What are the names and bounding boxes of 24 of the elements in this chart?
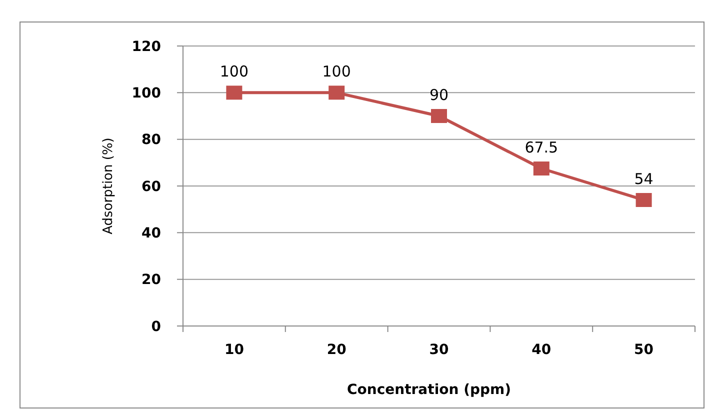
x-tick-label: 30 bbox=[429, 342, 449, 358]
y-tick-label: 40 bbox=[142, 226, 162, 242]
x-tick-label: 20 bbox=[326, 342, 347, 358]
y-tick-label: 120 bbox=[132, 38, 162, 55]
data-label: 100 bbox=[220, 62, 249, 81]
y-tick-label: 20 bbox=[142, 272, 162, 288]
data-label: 54 bbox=[634, 170, 654, 188]
data-label: 100 bbox=[322, 62, 351, 81]
point bbox=[636, 193, 652, 207]
y-axis-title: Adsorption (%) bbox=[101, 138, 116, 234]
x-tick-label: 40 bbox=[532, 342, 552, 358]
x-tick-label: 10 bbox=[224, 342, 244, 358]
y-tick-label: 80 bbox=[142, 132, 162, 148]
point bbox=[431, 109, 447, 123]
y-tick-label: 60 bbox=[142, 178, 162, 195]
x-tick-label: 50 bbox=[634, 342, 654, 358]
data-label: 90 bbox=[429, 86, 449, 104]
y-tick-label: 100 bbox=[132, 86, 162, 102]
data-label: 67.5 bbox=[524, 138, 558, 156]
y-tick-label: 0 bbox=[151, 318, 162, 335]
point bbox=[226, 86, 242, 100]
point bbox=[533, 162, 550, 176]
x-axis-title: Concentration (ppm) bbox=[346, 382, 512, 398]
point bbox=[328, 86, 345, 100]
